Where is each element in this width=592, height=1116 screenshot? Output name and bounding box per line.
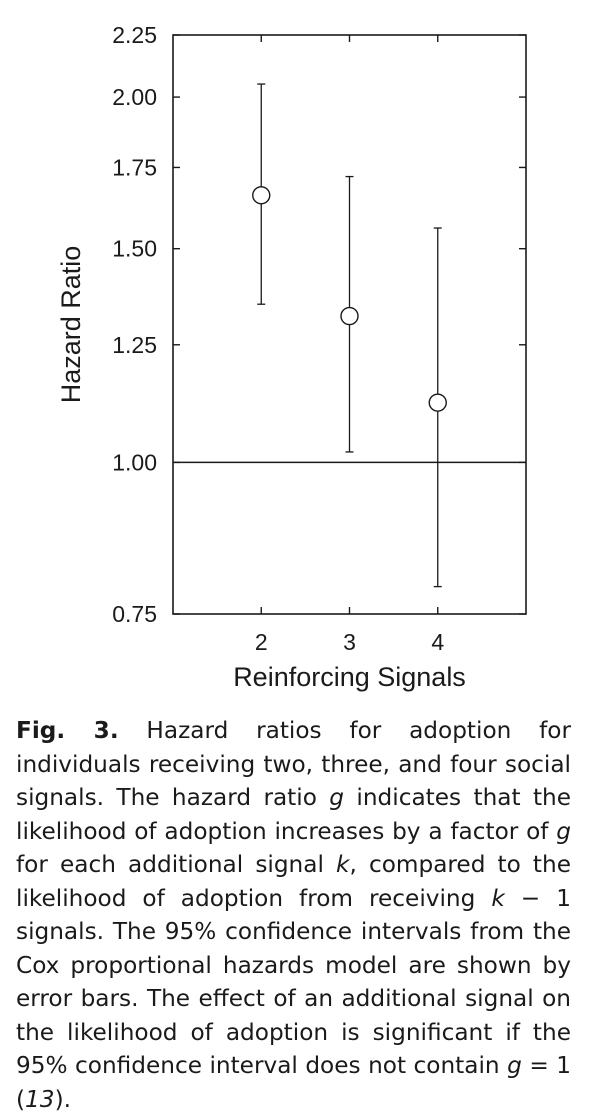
y-tick-label: 1.75 <box>112 154 157 180</box>
figure-caption: Fig. 3. Hazard ratios for adoption for i… <box>16 714 571 1116</box>
data-point <box>428 393 447 412</box>
data-point <box>340 306 359 326</box>
y-tick-label: 1.00 <box>112 449 157 475</box>
y-tick-label: 2.00 <box>112 84 157 110</box>
x-tick-label: 4 <box>431 629 444 655</box>
y-tick-label: 0.75 <box>112 601 157 627</box>
caption-text-5: − 1 signals. The 95% confidence interval… <box>16 884 571 1080</box>
caption-text-3: for each additional signal <box>16 851 337 878</box>
figure-label: Fig. 3. <box>16 717 119 744</box>
hazard-ratio-chart: 0.75 1.00 1.25 1.50 1.75 2.00 2.25 2 3 4 Reinforc… <box>56 22 527 692</box>
y-axis-title: Hazard Ratio <box>56 246 86 404</box>
caption-reference: 13 <box>25 1085 55 1113</box>
caption-text-1: Hazard ratios for adoption for individua… <box>16 717 572 811</box>
y-tick-label: 1.50 <box>112 236 157 262</box>
caption-text-6: = 1 ( <box>16 1052 571 1113</box>
caption-var-k-2: k <box>491 884 505 912</box>
x-tick-label: 2 <box>255 629 268 655</box>
caption-text-2: indicates that the likelihood of adoptio… <box>16 784 571 845</box>
caption-var-g-2: g <box>556 817 571 845</box>
chart-svg: 0.75 1.00 1.25 1.50 1.75 2.00 2.25 2 3 4 Reinforc… <box>56 22 527 692</box>
data-point <box>252 186 271 205</box>
caption-var-k-1: k <box>336 851 350 878</box>
x-tick-label: 3 <box>343 629 356 655</box>
x-axis-title: Reinforcing Signals <box>233 662 466 692</box>
caption-var-g-1: g <box>329 784 345 811</box>
caption-text-7: ). <box>54 1085 71 1113</box>
y-tick-label: 2.25 <box>112 22 157 48</box>
y-tick-label: 1.25 <box>112 332 157 358</box>
caption-var-g-3: g <box>507 1052 522 1079</box>
caption-text-4: , compared to the likelihood of adoption… <box>16 851 571 912</box>
